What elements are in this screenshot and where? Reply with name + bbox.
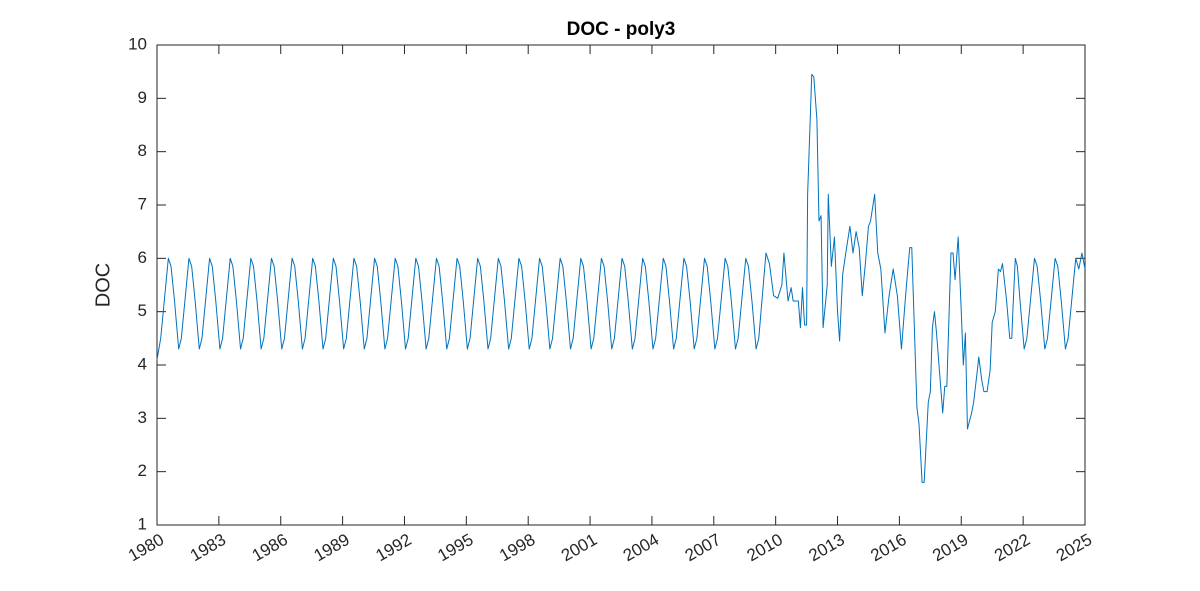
y-tick-label: 2 bbox=[138, 461, 147, 480]
y-tick-label: 7 bbox=[138, 194, 147, 213]
y-axis-label: DOC bbox=[92, 263, 114, 307]
y-tick-label: 5 bbox=[138, 301, 147, 320]
y-tick-label: 6 bbox=[138, 248, 147, 267]
y-tick-label: 8 bbox=[138, 141, 147, 160]
y-tick-label: 1 bbox=[138, 514, 147, 533]
data-line bbox=[156, 73, 1086, 483]
y-tick-label: 10 bbox=[128, 34, 147, 53]
chart-title: DOC - poly3 bbox=[567, 19, 676, 40]
y-tick-label: 9 bbox=[138, 88, 147, 107]
plot-box bbox=[156, 44, 1086, 526]
y-tick-label: 3 bbox=[138, 408, 147, 427]
y-tick-label: 4 bbox=[138, 354, 147, 373]
